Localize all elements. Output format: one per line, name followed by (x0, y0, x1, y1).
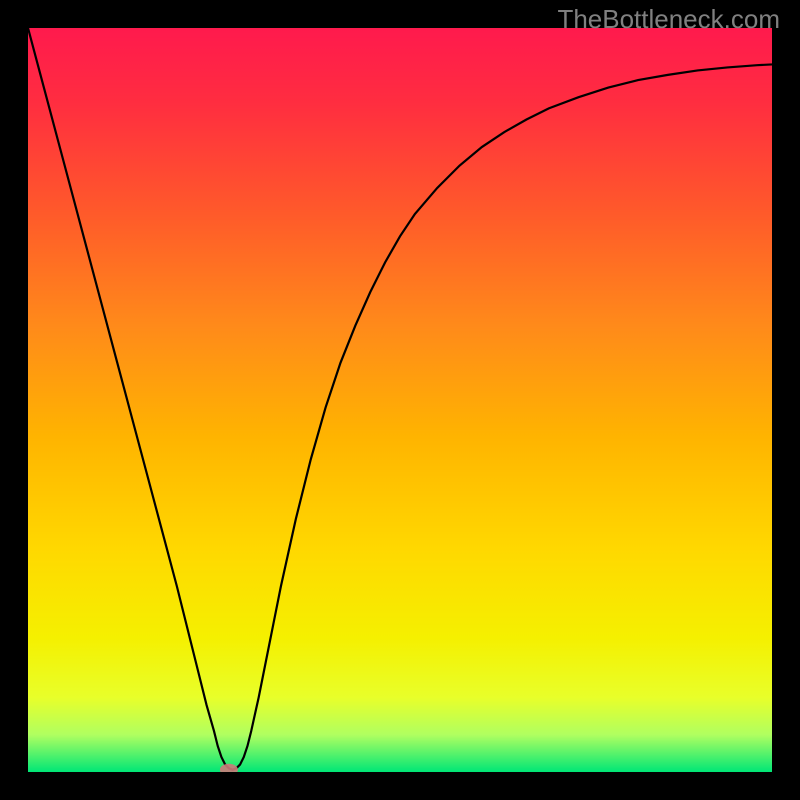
gradient-background (28, 28, 772, 772)
chart-container: TheBottleneck.com (0, 0, 800, 800)
watermark-text: TheBottleneck.com (557, 4, 780, 35)
bottleneck-chart (0, 0, 800, 800)
